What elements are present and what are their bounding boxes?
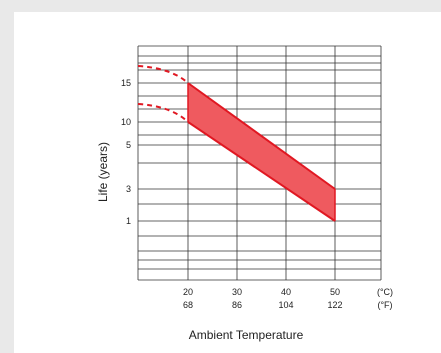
- life-band: [187, 82, 336, 222]
- y-tick-label: 10: [121, 117, 131, 127]
- y-tick-label: 1: [126, 216, 131, 226]
- x-tick-label-f: 86: [232, 300, 242, 310]
- dashed-lower-curve: [137, 103, 189, 123]
- y-tick-label: 5: [126, 140, 131, 150]
- x-tick-label-c: 50: [330, 287, 340, 297]
- x-tick-label-c: 40: [281, 287, 291, 297]
- life-temperature-chart: 15 10 5 3 1 20 68 30 86 40 104 50 122 (°C) (°F) Amb…: [96, 45, 393, 342]
- extrapolation-lines: [137, 65, 189, 123]
- y-tick-labels: 15 10 5 3 1: [121, 78, 131, 226]
- band-lower-line: [187, 121, 336, 222]
- dashed-upper-curve: [137, 65, 189, 84]
- grid: [137, 45, 382, 281]
- x-tick-label-f: 68: [183, 300, 193, 310]
- x-axis-title: Ambient Temperature: [189, 328, 304, 342]
- band-area: [188, 83, 335, 221]
- chart-card: 15 10 5 3 1 20 68 30 86 40 104 50 122 (°C) (°F) Amb…: [14, 12, 441, 353]
- x-tick-label-f: 104: [278, 300, 293, 310]
- x-unit-fahrenheit: (°F): [377, 300, 392, 310]
- x-tick-labels: 20 68 30 86 40 104 50 122: [183, 287, 343, 310]
- x-unit-celsius: (°C): [377, 287, 393, 297]
- x-tick-label-c: 20: [183, 287, 193, 297]
- x-tick-label-f: 122: [327, 300, 342, 310]
- y-tick-label: 15: [121, 78, 131, 88]
- x-tick-label-c: 30: [232, 287, 242, 297]
- band-upper-line: [187, 82, 336, 190]
- y-axis-title: Life (years): [96, 142, 110, 202]
- y-tick-label: 3: [126, 184, 131, 194]
